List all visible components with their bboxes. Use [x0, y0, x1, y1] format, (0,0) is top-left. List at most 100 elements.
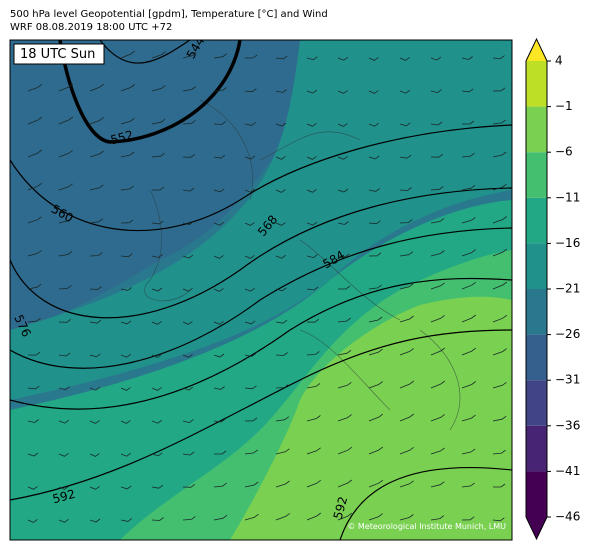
- wind-barb: [430, 447, 445, 455]
- wind-barb: [461, 184, 476, 191]
- wind-barb: [306, 383, 321, 389]
- wind-barb: [120, 485, 132, 490]
- wind-barb: [58, 518, 69, 523]
- wind-barb: [213, 221, 225, 226]
- colorbar-tick-label: −31: [555, 373, 580, 387]
- colorbar-band: [526, 334, 547, 381]
- wind-barb: [461, 516, 475, 521]
- wind-barb: [244, 122, 256, 126]
- wind-barb: [182, 321, 193, 325]
- wind-barb: [244, 54, 258, 59]
- wind-barb: [27, 283, 42, 290]
- wind-barb: [58, 116, 74, 125]
- wind-barb: [492, 248, 508, 257]
- wind-barb: [275, 89, 287, 93]
- wind-barb: [399, 187, 412, 191]
- wind-barb: [213, 353, 225, 358]
- wind-barb: [399, 154, 412, 159]
- wind-barb: [182, 120, 196, 125]
- wind-barb: [275, 352, 288, 356]
- wind-barb: [399, 413, 415, 422]
- coastline: [144, 99, 461, 431]
- wind-barb: [244, 481, 259, 488]
- wind-barb: [27, 317, 41, 323]
- contour-label: 552: [109, 128, 135, 147]
- field-cool: [10, 40, 512, 400]
- wind-barb: [492, 55, 505, 60]
- wind-barb: [306, 89, 318, 94]
- isoline: [339, 467, 512, 540]
- wind-barb: [461, 414, 476, 422]
- wind-barb: [492, 281, 508, 290]
- wind-barb: [337, 90, 348, 94]
- wind-barb: [182, 153, 196, 158]
- wind-barb: [213, 288, 224, 292]
- time-label-box: [13, 43, 105, 65]
- wind-barb: [27, 485, 38, 490]
- wind-barb: [27, 149, 43, 158]
- wind-barb: [275, 384, 289, 389]
- wind-barb: [338, 285, 351, 290]
- wind-barb: [89, 386, 101, 391]
- wind-barb: [275, 222, 286, 226]
- wind-barb: [27, 452, 39, 457]
- wind-barb: [461, 347, 477, 356]
- wind-barb: [337, 414, 352, 422]
- wind-barb: [492, 449, 506, 455]
- wind-barb: [430, 121, 443, 126]
- wind-barb: [492, 381, 507, 389]
- wind-barb: [368, 381, 383, 389]
- wind-barb: [213, 482, 227, 488]
- wind-barb: [213, 53, 228, 59]
- wind-barb: [244, 88, 257, 93]
- wind-barb: [151, 484, 164, 489]
- colorbar-tick-label: −46: [555, 510, 580, 524]
- wind-barb: [151, 186, 165, 191]
- wind-barb: [492, 415, 507, 422]
- wind-barb: [368, 57, 379, 61]
- wind-barb: [461, 56, 473, 60]
- wind-barb: [244, 449, 258, 455]
- wind-barb: [337, 317, 351, 323]
- wind-barb: [368, 188, 381, 192]
- wind-barb: [58, 217, 73, 224]
- isoline: [99, 40, 191, 64]
- wind-barb: [306, 56, 318, 61]
- wind-barb: [89, 286, 102, 290]
- wind-barb: [58, 183, 73, 191]
- wind-barb: [461, 88, 474, 93]
- wind-barb: [461, 152, 475, 158]
- wind-barb: [182, 353, 193, 358]
- wind-barb: [399, 380, 415, 389]
- wind-barb: [89, 218, 104, 224]
- wind-barb: [27, 216, 42, 224]
- wind-barb: [337, 56, 349, 61]
- wind-barb: [182, 451, 195, 456]
- wind-barb: [368, 90, 379, 94]
- wind-barb: [337, 123, 348, 127]
- wind-barb: [182, 187, 195, 192]
- wind-barb: [368, 122, 379, 127]
- wind-barb: [213, 418, 226, 423]
- wind-barb: [244, 513, 259, 521]
- wind-barb: [399, 57, 410, 61]
- wind-barb: [89, 252, 103, 257]
- wind-barb: [492, 119, 506, 125]
- colorbar-tick-label: −26: [555, 327, 580, 341]
- wind-barb: [213, 320, 224, 325]
- colorbar-tick-label: −36: [555, 418, 580, 432]
- wind-barb: [151, 452, 163, 457]
- wind-barb: [120, 320, 132, 325]
- wind-barb: [306, 447, 321, 455]
- wind-barb: [214, 450, 227, 455]
- wind-barb: [492, 151, 507, 158]
- wind-barb: [89, 150, 104, 158]
- wind-barb: [275, 55, 288, 60]
- wind-barb: [120, 353, 131, 358]
- wind-barb: [58, 486, 69, 490]
- wind-barb: [213, 255, 224, 259]
- wind-barb: [27, 519, 38, 523]
- wind-barb: [120, 117, 135, 125]
- wind-barb: [151, 220, 164, 225]
